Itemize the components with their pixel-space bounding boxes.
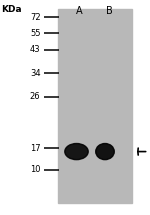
Text: 26: 26 — [30, 92, 40, 101]
Text: A: A — [76, 6, 83, 17]
Bar — [58, 9, 132, 203]
Text: B: B — [106, 6, 113, 17]
Text: 10: 10 — [30, 165, 40, 174]
Ellipse shape — [65, 144, 88, 160]
Text: 17: 17 — [30, 144, 40, 153]
Text: 43: 43 — [30, 45, 40, 54]
Text: 55: 55 — [30, 29, 40, 38]
Ellipse shape — [96, 144, 114, 160]
Text: 72: 72 — [30, 13, 40, 22]
Text: 34: 34 — [30, 69, 40, 78]
Text: KDa: KDa — [2, 5, 22, 14]
